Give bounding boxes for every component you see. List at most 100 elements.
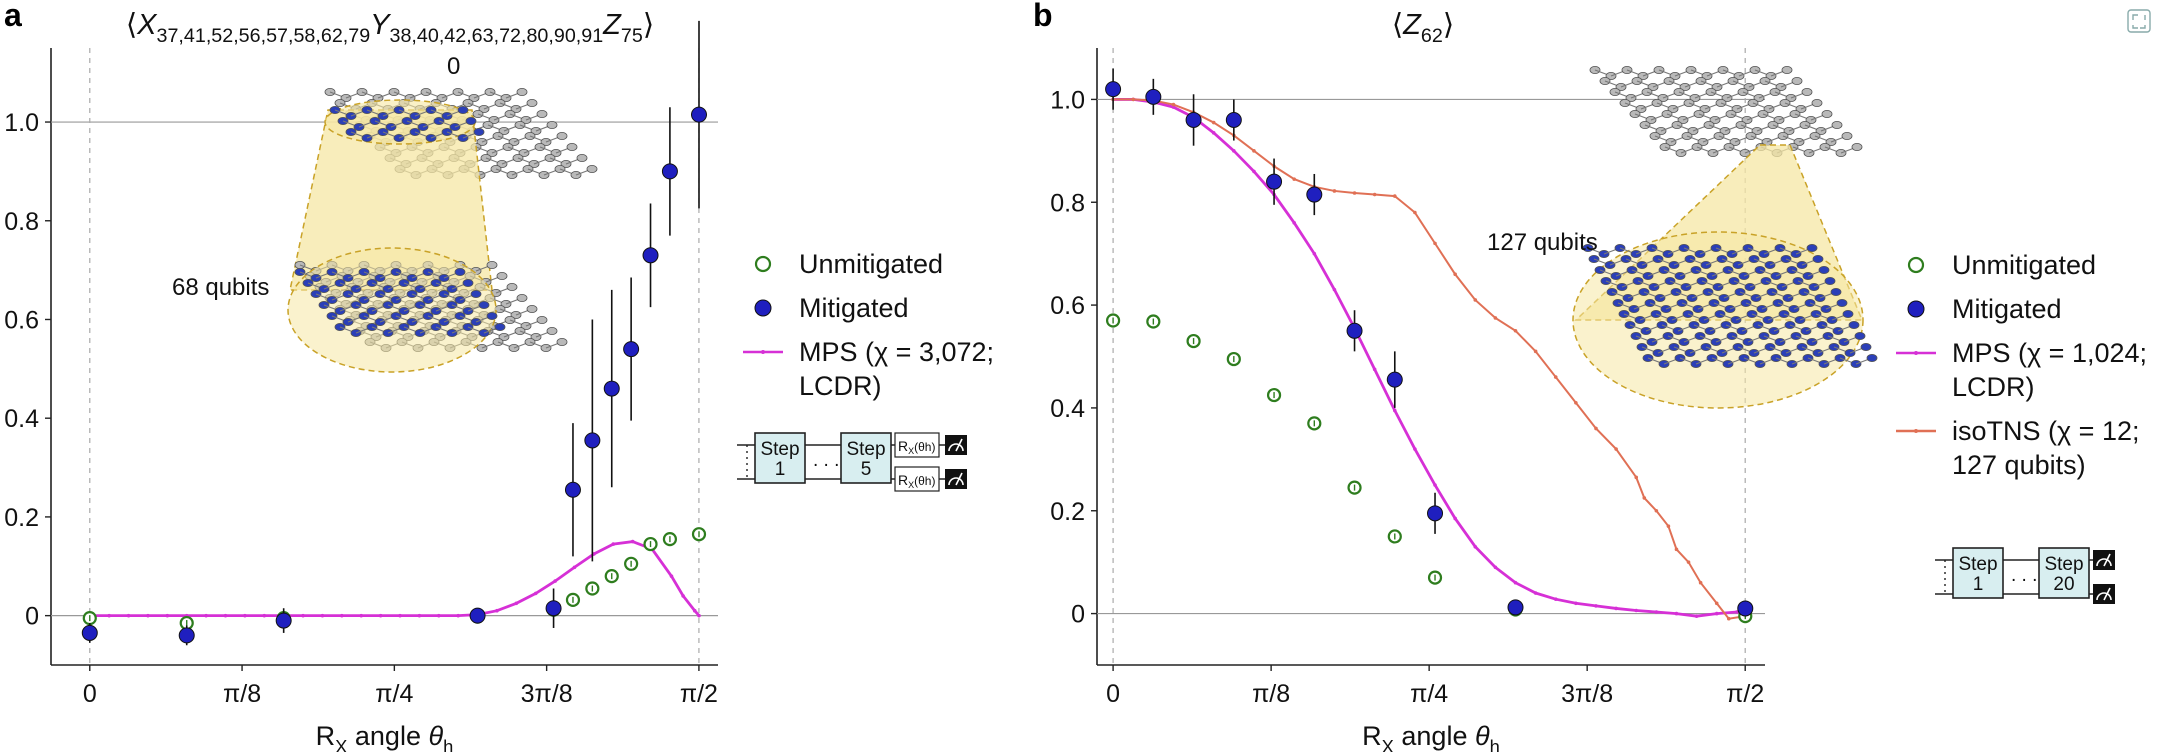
mitigated-point xyxy=(1225,111,1242,128)
legend-label: isoTNS (χ = 12; xyxy=(1952,416,2139,446)
inset-qubits-label: 127 qubits xyxy=(1487,229,1598,256)
y-tick-label: 0.8 xyxy=(4,208,39,236)
mitigated-point xyxy=(623,341,640,358)
series-line-point xyxy=(697,613,701,618)
x-tick-label: 0 xyxy=(1106,680,1120,708)
lattice-inset-a xyxy=(287,88,598,373)
x-tick-label: π/8 xyxy=(1252,680,1290,708)
circuit-step-box xyxy=(1952,547,2004,599)
mitigated-point xyxy=(178,627,195,644)
panel-b: b 0 0.2 0.4 0.6 0.8 1.0 0 π/8 π/4 3π/8 π/2 xyxy=(1033,0,1765,708)
mitigated-point xyxy=(690,106,707,123)
series-line-point xyxy=(1674,611,1679,616)
series-line-point xyxy=(630,539,635,544)
series-line-point xyxy=(1714,611,1719,616)
legend-label: Mitigated xyxy=(1952,294,2062,324)
series-line-point xyxy=(572,565,577,570)
series-line-point xyxy=(1453,272,1457,277)
mitigated-point xyxy=(545,600,562,617)
y-tick-label: 0.4 xyxy=(1050,395,1085,423)
rx-gate-label: RX(θh) xyxy=(898,438,935,456)
series-line-point xyxy=(1473,298,1478,302)
x-tick-label: π/2 xyxy=(680,680,718,708)
series-line-point xyxy=(1292,177,1296,181)
circuit-step-box xyxy=(754,432,806,484)
series-line-point xyxy=(514,601,519,606)
series-line-point xyxy=(553,579,557,583)
series-line-point xyxy=(1686,560,1691,564)
circuit-step-label: Step xyxy=(2044,554,2083,575)
legend-label-cont: LCDR) xyxy=(799,371,882,401)
series-line-point xyxy=(146,613,150,618)
series-line-point xyxy=(1513,328,1518,333)
series-line-point xyxy=(378,613,383,618)
series-line-point xyxy=(1433,241,1437,246)
measure-icon xyxy=(945,435,967,455)
y-tick-label: 0.6 xyxy=(1050,292,1085,320)
series-line-point xyxy=(692,608,697,613)
rx-gate-box xyxy=(894,432,940,458)
rx-gate-label: RX(θh) xyxy=(898,472,935,490)
series-line-point xyxy=(611,542,616,546)
series-line-point xyxy=(1513,580,1518,585)
mitigated-point xyxy=(564,481,581,498)
expand-icon[interactable] xyxy=(2127,9,2151,33)
series-line-point xyxy=(165,613,170,618)
series-line-point xyxy=(1211,131,1216,135)
mitigated-point xyxy=(1105,81,1122,98)
series-line-point xyxy=(1714,601,1719,606)
series-line-point xyxy=(1666,524,1671,528)
measure-icon xyxy=(945,469,967,489)
series-line-point xyxy=(1372,367,1377,372)
y-tick-label: 1.0 xyxy=(4,109,39,137)
series-line-point xyxy=(1312,251,1317,256)
series-line-point xyxy=(301,613,305,618)
circuit-step-box xyxy=(840,432,892,484)
series-line-point xyxy=(1413,447,1417,451)
y-tick-label: 0.2 xyxy=(1050,498,1085,526)
circuit-step-box xyxy=(2038,547,2090,599)
measure-icon xyxy=(2093,550,2115,570)
series-line-point xyxy=(1292,221,1296,225)
circuit-step-label: Step xyxy=(1958,554,1997,575)
ellipsis: . . . xyxy=(2011,565,2037,586)
circuit-step-number: 1 xyxy=(775,459,786,480)
legend-marker-unmitigated xyxy=(1907,256,1925,274)
series-line-isotns xyxy=(1113,98,1746,620)
series-line-point xyxy=(669,574,674,578)
series-line-point xyxy=(1453,516,1457,521)
x-axis-label: RX angle θh xyxy=(316,721,454,752)
mitigated-point xyxy=(1737,600,1754,617)
panel-title: ⟨X37,41,52,56,57,58,62,79Y38,40,42,63,72… xyxy=(126,9,654,47)
y-tick-label: 0.4 xyxy=(4,405,39,433)
series-line-point xyxy=(1372,192,1377,197)
legend-marker-unmitigated xyxy=(754,255,772,273)
series-line-point xyxy=(1252,149,1256,153)
series-line-point xyxy=(1735,610,1739,614)
series-line-point xyxy=(1171,105,1176,109)
series-line-point xyxy=(1726,616,1731,621)
inset-top-label: 0 xyxy=(447,53,460,80)
series-line-point xyxy=(1654,610,1659,614)
series-line-point xyxy=(417,613,422,618)
series-line-point xyxy=(1413,210,1417,215)
circuit-step-label: Step xyxy=(760,439,799,460)
series-line-point xyxy=(1211,120,1216,125)
series-line-point xyxy=(1131,97,1136,102)
mitigated-point xyxy=(1427,505,1444,522)
series-line-point xyxy=(107,613,111,618)
series-line-point xyxy=(1473,544,1478,549)
legend-a: Unmitigated Mitigated MPS (χ = 3,072; LCDR) xyxy=(743,249,994,401)
legend-label-cont: 127 qubits) xyxy=(1952,450,2086,480)
legend-label: MPS (χ = 3,072; xyxy=(799,337,994,367)
legend-b: Unmitigated Mitigated MPS (χ = 1,024; LCDR)… xyxy=(1896,250,2147,480)
series-line-point xyxy=(1654,508,1659,513)
series-line-mps xyxy=(89,540,701,618)
series-line-point xyxy=(340,613,344,618)
series-line-point xyxy=(126,613,131,618)
panel-letter: a xyxy=(4,0,22,33)
y-tick-label: 0.8 xyxy=(1050,189,1085,217)
series-line-point xyxy=(1634,475,1639,480)
series-line-point xyxy=(1433,483,1437,487)
